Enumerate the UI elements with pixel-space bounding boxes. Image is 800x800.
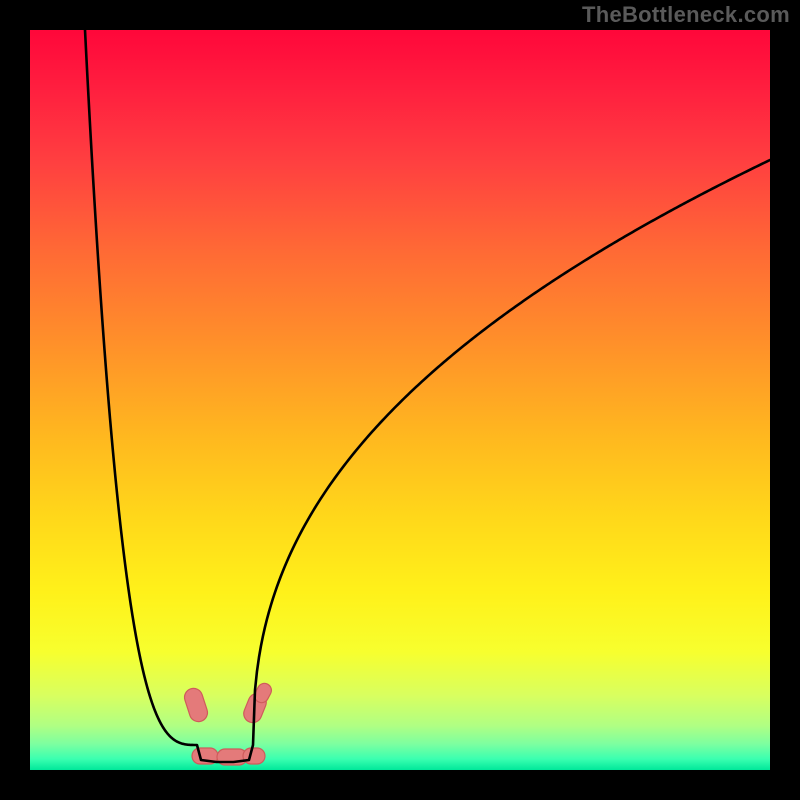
bottleneck-chart: [0, 0, 800, 800]
watermark-text: TheBottleneck.com: [582, 2, 790, 28]
